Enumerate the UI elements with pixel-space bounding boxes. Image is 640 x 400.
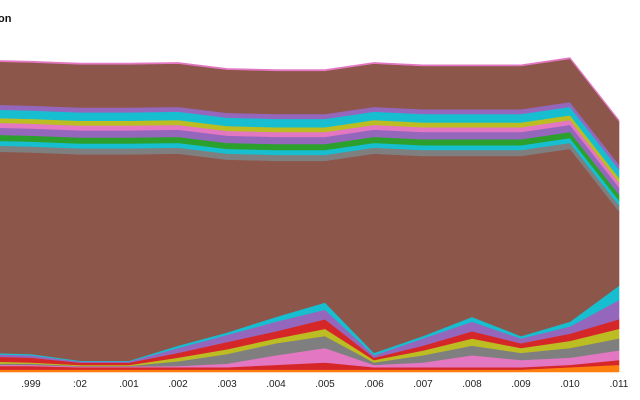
x-tick-label: .002 xyxy=(168,379,188,390)
x-tick-label: .011 xyxy=(610,379,629,390)
x-tick-label: .001 xyxy=(119,379,139,390)
x-tick-label: :02 xyxy=(73,379,87,390)
x-tick-label: .009 xyxy=(511,379,531,390)
x-tick-label: .008 xyxy=(462,379,482,390)
x-tick-label: .006 xyxy=(364,379,384,390)
x-axis: .999 :02 .001 .002 .003 .004 .005 .006 .007 .008.… xyxy=(21,379,629,390)
x-tick-label: .005 xyxy=(315,379,335,390)
x-tick-label: .007 xyxy=(413,379,433,390)
x-tick-label: .010 xyxy=(560,379,580,390)
area-series-18 xyxy=(0,57,620,123)
chart-title: on xyxy=(0,13,12,25)
x-tick-label: .999 xyxy=(21,379,41,390)
area-layer xyxy=(0,57,620,373)
x-tick-label: .004 xyxy=(266,379,286,390)
x-tick-label: .003 xyxy=(217,379,237,390)
